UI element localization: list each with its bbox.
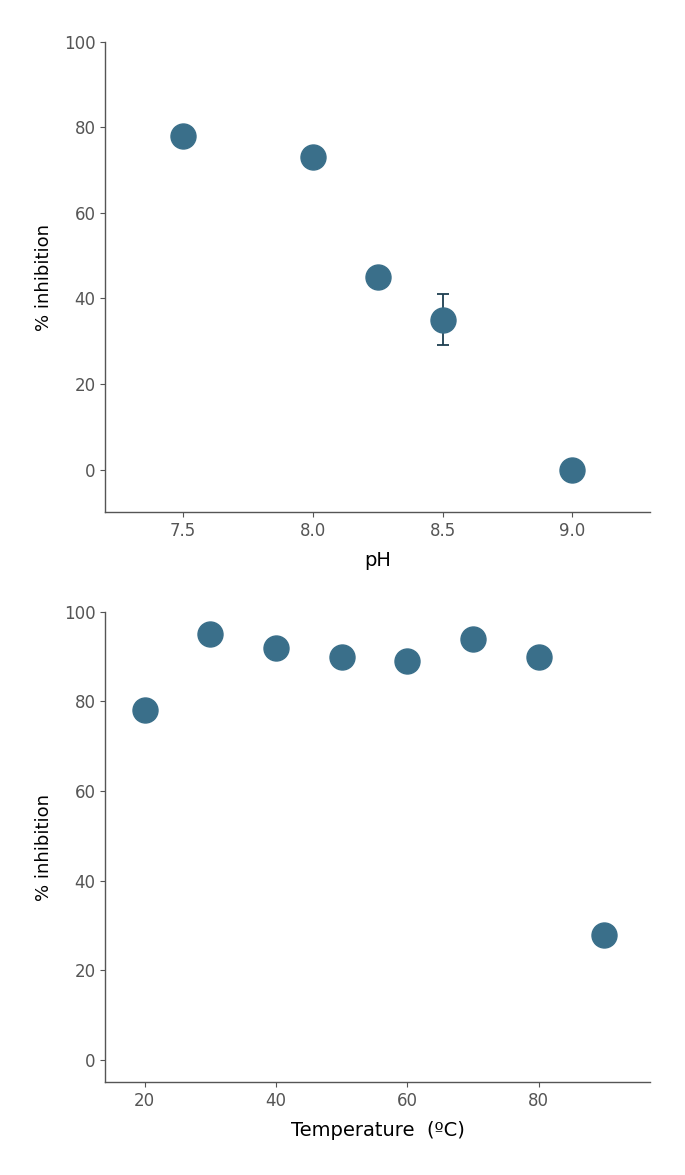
Y-axis label: % inhibition: % inhibition [35, 223, 53, 330]
Y-axis label: % inhibition: % inhibition [35, 793, 53, 901]
X-axis label: pH: pH [364, 551, 391, 570]
X-axis label: Temperature  (ºC): Temperature (ºC) [291, 1121, 464, 1140]
